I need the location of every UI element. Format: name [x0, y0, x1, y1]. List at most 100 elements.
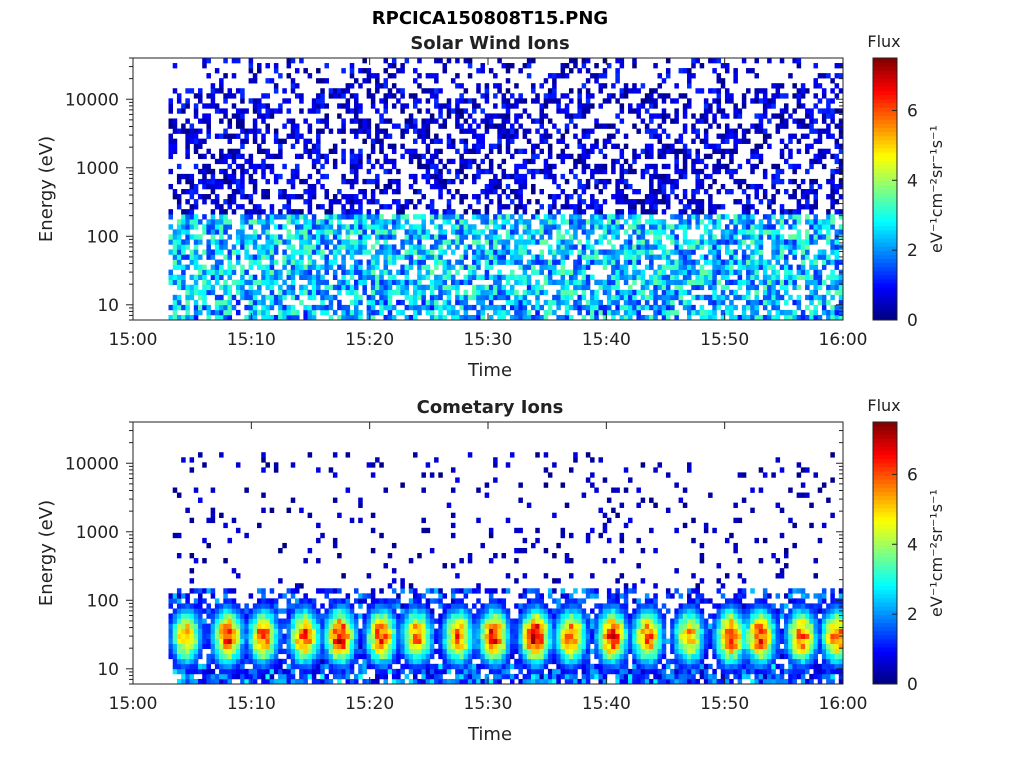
heatmap-cell — [253, 179, 258, 184]
heatmap-cell — [518, 194, 523, 199]
heatmap-cell — [181, 674, 186, 679]
heatmap-cell — [236, 300, 241, 305]
heatmap-cell — [687, 249, 692, 254]
heatmap-cell — [270, 265, 275, 270]
heatmap-cell — [641, 199, 646, 204]
heatmap-cell — [649, 290, 654, 295]
heatmap-cell — [826, 219, 831, 224]
heatmap-cell — [291, 209, 296, 214]
heatmap-cell — [282, 255, 287, 260]
heatmap-cell — [223, 669, 228, 674]
heatmap-cell — [438, 184, 443, 189]
heatmap-cell — [303, 189, 308, 194]
heatmap-cell — [763, 315, 768, 320]
heatmap-cell — [518, 214, 523, 219]
heatmap-cell — [598, 234, 603, 239]
heatmap-cell — [324, 174, 329, 179]
heatmap-cell — [169, 639, 174, 644]
heatmap-cell — [544, 214, 549, 219]
heatmap-cell — [691, 249, 696, 254]
heatmap-cell — [358, 270, 363, 275]
heatmap-cell — [211, 518, 216, 523]
heatmap-cell — [641, 234, 646, 239]
heatmap-cell — [173, 310, 178, 315]
heatmap-cell — [215, 603, 220, 608]
heatmap-cell — [173, 189, 178, 194]
heatmap-cell — [379, 270, 384, 275]
heatmap-cell — [514, 229, 519, 234]
heatmap-cell — [598, 280, 603, 285]
heatmap-cell — [725, 229, 730, 234]
heatmap-cell — [679, 209, 684, 214]
heatmap-cell — [645, 255, 650, 260]
heatmap-cell — [253, 619, 258, 624]
heatmap-cell — [240, 164, 245, 169]
heatmap-cell — [173, 239, 178, 244]
heatmap-cell — [291, 179, 296, 184]
heatmap-cell — [434, 239, 439, 244]
heatmap-cell — [590, 249, 595, 254]
heatmap-cell — [459, 305, 464, 310]
heatmap-cell — [443, 164, 448, 169]
heatmap-cell — [742, 249, 747, 254]
heatmap-cell — [413, 68, 418, 73]
heatmap-cell — [287, 290, 292, 295]
heatmap-cell — [679, 260, 684, 265]
heatmap-cell — [813, 204, 818, 209]
heatmap-cell — [409, 174, 414, 179]
colorbar-swatch — [873, 238, 897, 242]
heatmap-cell — [670, 300, 675, 305]
heatmap-cell — [662, 118, 667, 123]
heatmap-cell — [590, 129, 595, 134]
heatmap-cell — [666, 73, 671, 78]
heatmap-cell — [548, 280, 553, 285]
heatmap-cell — [215, 629, 220, 634]
heatmap-cell — [472, 249, 477, 254]
heatmap-cell — [219, 295, 224, 300]
heatmap-cell — [198, 649, 203, 654]
heatmap-cell — [742, 98, 747, 103]
heatmap-cell — [190, 179, 195, 184]
heatmap-cell — [776, 113, 781, 118]
heatmap-cell — [506, 204, 511, 209]
heatmap-cell — [223, 239, 228, 244]
heatmap-cell — [510, 290, 515, 295]
heatmap-cell — [240, 118, 245, 123]
heatmap-cell — [211, 608, 216, 613]
heatmap-cell — [261, 189, 266, 194]
heatmap-cell — [438, 88, 443, 93]
heatmap-cell — [426, 249, 431, 254]
heatmap-cell — [771, 103, 776, 108]
heatmap-cell — [700, 179, 705, 184]
heatmap-cell — [384, 189, 389, 194]
heatmap-cell — [620, 209, 625, 214]
heatmap-cell — [185, 214, 190, 219]
heatmap-cell — [379, 249, 384, 254]
heatmap-cell — [569, 154, 574, 159]
heatmap-cell — [666, 93, 671, 98]
heatmap-cell — [653, 204, 658, 209]
heatmap-cell — [788, 179, 793, 184]
heatmap-cell — [265, 234, 270, 239]
x-tick-label: 16:00 — [819, 330, 868, 350]
heatmap-cell — [615, 265, 620, 270]
heatmap-cell — [480, 63, 485, 68]
heatmap-cell — [826, 134, 831, 139]
heatmap-cell — [291, 295, 296, 300]
heatmap-cell — [257, 98, 262, 103]
heatmap-cell — [438, 169, 443, 174]
heatmap-cell — [670, 270, 675, 275]
heatmap-cell — [421, 290, 426, 295]
heatmap-cell — [780, 139, 785, 144]
heatmap-cell — [830, 199, 835, 204]
heatmap-cell — [535, 129, 540, 134]
heatmap-cell — [244, 219, 249, 224]
heatmap-cell — [455, 280, 460, 285]
heatmap-cell — [413, 78, 418, 83]
heatmap-cell — [632, 204, 637, 209]
heatmap-cell — [746, 244, 751, 249]
heatmap-cell — [392, 260, 397, 265]
heatmap-cell — [662, 108, 667, 113]
heatmap-cell — [434, 224, 439, 229]
